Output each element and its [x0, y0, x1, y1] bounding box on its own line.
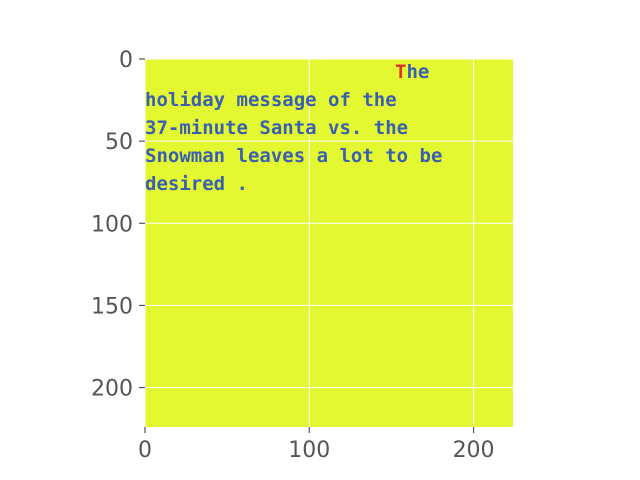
image-text-line: holiday message of the	[145, 89, 397, 111]
y-tick-label: 200	[91, 377, 133, 402]
image-text-line: Snowman leaves a lot to be	[145, 145, 442, 167]
image-text-line: The	[395, 61, 429, 83]
x-tick-label: 100	[288, 438, 330, 463]
y-tick-label: 50	[105, 130, 133, 155]
y-axis: 0 50 100 150 200	[91, 48, 145, 402]
grid-lines	[144, 58, 513, 427]
x-tick-label: 0	[138, 438, 152, 463]
image-text-line: desired .	[145, 173, 248, 195]
image-area	[145, 59, 513, 427]
y-tick-label: 0	[119, 48, 133, 73]
x-axis: 0 100 200	[138, 427, 495, 463]
image-text: The holiday message of the 37-minute Santa…	[145, 61, 442, 195]
y-tick-label: 150	[91, 294, 133, 319]
x-tick-label: 200	[453, 438, 495, 463]
y-tick-label: 100	[91, 212, 133, 237]
image-text-line: 37-minute Santa vs. the	[145, 117, 408, 139]
